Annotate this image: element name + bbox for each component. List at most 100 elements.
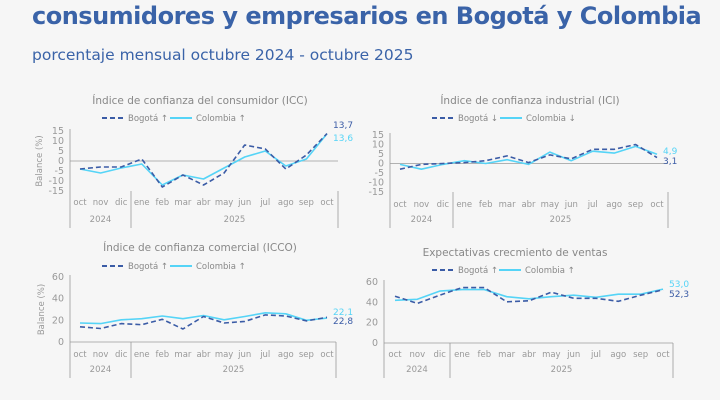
y-tick-label: -10	[48, 176, 64, 187]
y-tick-label: -15	[368, 187, 384, 198]
x-tick-label: mar	[499, 200, 516, 210]
x-tick-label: abr	[521, 200, 536, 210]
x-tick-label: oct	[320, 350, 334, 360]
y-tick-label: 40	[52, 294, 64, 305]
legend-label: Bogotá ↑	[128, 262, 168, 272]
year-label: 2024	[406, 365, 428, 375]
x-tick-label: may	[215, 350, 234, 360]
bogota-line	[394, 286, 664, 305]
y-tick-label: 20	[366, 318, 378, 329]
x-tick-label: oct	[73, 198, 87, 208]
chart-title: Expectativas crecmiento de ventas	[423, 247, 608, 259]
bogota-end-label: 3,1	[663, 157, 677, 167]
year-label: 2025	[224, 215, 246, 225]
chart-1: Índice de confianza del consumidor (ICC)…	[35, 94, 353, 228]
y-tick-label: 5	[378, 149, 384, 160]
x-tick-label: ene	[134, 350, 150, 360]
year-label: 2024	[411, 215, 433, 225]
chart-3: Índice de confianza comercial (ICCO) Bogo…	[37, 241, 353, 378]
x-tick-label: ene	[456, 200, 472, 210]
x-tick-label: jun	[237, 350, 251, 360]
year-label: 2025	[551, 365, 573, 375]
x-tick-label: ene	[454, 350, 470, 360]
x-tick-label: feb	[479, 200, 493, 210]
y-tick-label: 60	[52, 272, 64, 283]
x-tick-label: jun	[564, 200, 578, 210]
year-label: 2025	[550, 215, 572, 225]
colombia-line	[79, 133, 328, 186]
y-tick-label: 40	[366, 297, 378, 308]
y-tick-label: -5	[375, 168, 384, 179]
y-axis-label: Balance (%)	[35, 135, 45, 186]
x-tick-label: oct	[320, 198, 334, 208]
x-tick-label: dic	[115, 350, 128, 360]
x-tick-label: mar	[174, 350, 191, 360]
x-tick-label: ago	[278, 198, 294, 208]
y-tick-label: 60	[366, 277, 378, 288]
y-tick-label: 15	[372, 130, 384, 141]
x-tick-label: sep	[628, 200, 643, 210]
x-tick-label: mar	[498, 350, 515, 360]
legend-label: Colombia ↑	[525, 266, 575, 276]
x-tick-label: abr	[522, 350, 537, 360]
year-label: 2025	[223, 365, 245, 375]
x-tick-label: jul	[587, 200, 598, 210]
x-tick-label: feb	[478, 350, 492, 360]
legend-label: Bogotá ↑	[128, 114, 168, 124]
x-tick-label: mar	[174, 198, 191, 208]
x-tick-label: dic	[433, 350, 446, 360]
page-subtitle: porcentaje mensual octubre 2024 - octubr…	[32, 46, 414, 64]
y-tick-label: 10	[372, 140, 384, 151]
x-tick-label: nov	[410, 350, 426, 360]
x-tick-label: sep	[299, 198, 314, 208]
legend-label: Bogotá ↑	[458, 266, 498, 276]
colombia-line	[399, 145, 658, 170]
x-tick-label: jul	[259, 350, 270, 360]
colombia-line	[394, 288, 664, 302]
chart-title: Índice de confianza comercial (ICCO)	[103, 241, 297, 254]
page-title: consumidores y empresarios en Bogotá y C…	[32, 2, 702, 30]
bogota-end-label: 13,7	[333, 121, 353, 131]
y-tick-label: -10	[368, 178, 384, 189]
x-tick-label: feb	[156, 198, 170, 208]
y-tick-label: 15	[52, 126, 64, 137]
legend-label: Bogotá ↓	[458, 114, 498, 124]
y-tick-label: 0	[372, 338, 378, 349]
chart-title: Índice de confianza del consumidor (ICC)	[92, 94, 307, 107]
x-tick-label: ene	[134, 198, 150, 208]
x-tick-label: oct	[388, 350, 402, 360]
colombia-end-label: 13,6	[333, 134, 353, 144]
x-tick-label: nov	[414, 200, 430, 210]
x-tick-label: nov	[93, 350, 109, 360]
y-tick-label: 5	[58, 146, 64, 157]
y-tick-label: 20	[52, 315, 64, 326]
y-tick-label: -15	[48, 186, 64, 197]
chart-title: Índice de confianza industrial (ICI)	[440, 94, 619, 107]
x-tick-label: oct	[650, 200, 664, 210]
colombia-end-label: 53,0	[669, 280, 689, 290]
x-tick-label: may	[542, 350, 561, 360]
x-tick-label: abr	[196, 350, 211, 360]
x-tick-label: jul	[259, 198, 270, 208]
bogota-line	[79, 133, 328, 188]
y-tick-label: 0	[58, 337, 64, 348]
x-tick-label: oct	[73, 350, 87, 360]
colombia-line	[79, 311, 328, 325]
y-tick-label: 10	[52, 136, 64, 147]
x-tick-label: jun	[237, 198, 251, 208]
bogota-line	[79, 314, 328, 330]
x-tick-label: ago	[278, 350, 294, 360]
x-tick-label: may	[215, 198, 234, 208]
x-tick-label: ago	[606, 200, 622, 210]
x-tick-label: nov	[93, 198, 109, 208]
x-tick-label: oct	[393, 200, 407, 210]
x-tick-label: oct	[656, 350, 670, 360]
x-tick-label: jul	[590, 350, 601, 360]
bogota-end-label: 22,8	[333, 317, 353, 327]
x-tick-label: jun	[566, 350, 580, 360]
year-label: 2024	[90, 215, 112, 225]
y-tick-label: 0	[378, 159, 384, 170]
bogota-end-label: 52,3	[669, 290, 689, 300]
x-tick-label: dic	[437, 200, 450, 210]
